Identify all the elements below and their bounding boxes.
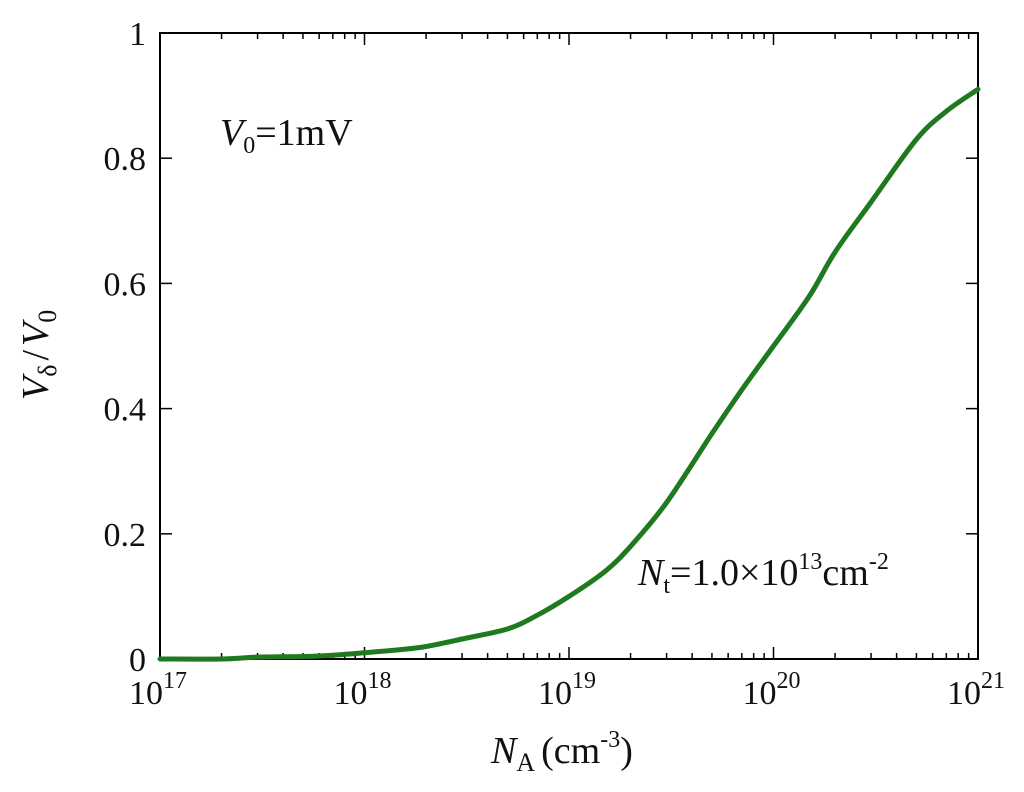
series-line [157,86,981,662]
annotation-nt: Nt=1.0×1013cm-2 [637,549,889,599]
x-tick-label: 1021 [947,668,1005,712]
y-tick-label: 1 [129,16,146,53]
y-tick-label: 0.4 [104,392,147,429]
y-tick-label: 0 [129,642,146,679]
annotation-v0: V0=1mV [220,112,353,159]
x-tick-label: 1017 [129,668,187,712]
tick-labels: 1017 1018 1019 1020 1021 0 0.2 0.4 0.6 0.8 1 [104,16,1006,712]
x-tick-label: 1020 [743,668,801,712]
x-tick-label: 1019 [538,668,596,712]
y-tick-label: 0.2 [104,517,147,554]
y-tick-label: 0.6 [104,266,147,303]
y-axis-label: Vδ/V0 [15,310,62,400]
x-tick-label: 1018 [334,668,392,712]
x-axis-label: NA (cm-3) [490,727,633,777]
y-tick-label: 0.8 [104,141,147,178]
ticks [159,32,978,660]
